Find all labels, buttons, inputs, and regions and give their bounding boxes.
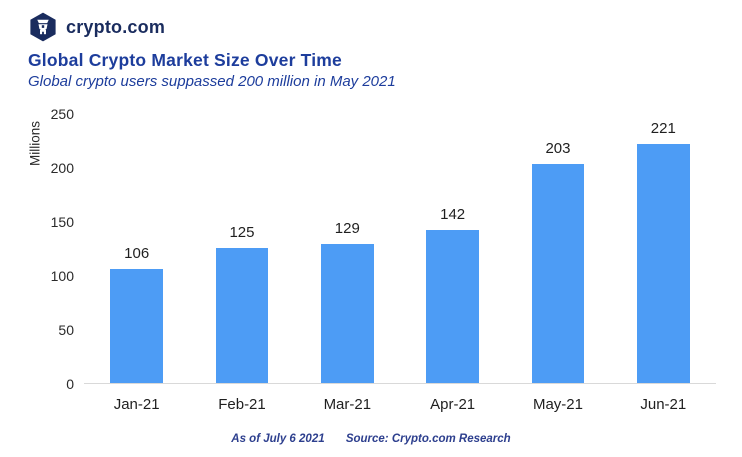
- bar: [110, 268, 163, 383]
- footer-note: As of July 6 2021 Source: Crypto.com Res…: [0, 433, 742, 445]
- bar: [426, 229, 479, 383]
- source-note: Source: Crypto.com Research: [345, 433, 511, 445]
- bar: [320, 243, 374, 383]
- bar-slot: 221: [611, 114, 716, 383]
- x-axis-labels: Jan-21 Feb-21 Mar-21 Apr-21 May-21 Jun-21: [84, 396, 716, 413]
- crypto-com-logo-icon: [30, 12, 56, 42]
- chart-title: Global Crypto Market Size Over Time: [28, 50, 342, 70]
- brand-wordmark: crypto.com: [66, 16, 166, 37]
- x-tick-label: Jan-21: [113, 396, 160, 413]
- bar: [215, 248, 269, 383]
- bar: [531, 163, 585, 383]
- bar-value-label: 125: [229, 224, 255, 241]
- y-axis-label: Millions: [27, 121, 43, 167]
- y-tick-label: 200: [50, 160, 74, 176]
- x-tick-label: Feb-21: [218, 396, 266, 413]
- bar-chart: Millions 0 50 100 150 200 250 106 125 129 142 203…: [28, 106, 716, 413]
- bar-value-label: 221: [650, 120, 676, 138]
- y-axis: Millions 0 50 100 150 200 250: [28, 106, 84, 392]
- y-tick-labels: 0 50 100 150 200 250: [44, 106, 74, 392]
- y-tick-label: 0: [66, 376, 74, 392]
- header: crypto.com: [28, 12, 716, 42]
- plot-area: 106 125 129 142 203 221: [84, 114, 716, 384]
- bar-slot: 129: [295, 114, 400, 383]
- y-tick-label: 100: [50, 268, 74, 284]
- as-of-note: As of July 6 2021: [231, 433, 325, 445]
- bar-slot: 106: [84, 114, 189, 383]
- x-tick-label: Jun-21: [640, 396, 687, 413]
- x-tick-label: Mar-21: [323, 396, 372, 413]
- bar-slot: 142: [400, 114, 505, 383]
- bar-value-label: 142: [440, 205, 466, 223]
- bar-value-label: 106: [124, 244, 150, 262]
- bar-value-label: 203: [545, 139, 571, 157]
- plot-wrap: 106 125 129 142 203 221 Jan-21 Feb-21 Mar-21 Apr…: [84, 114, 716, 413]
- x-tick-label: May-21: [532, 396, 583, 413]
- chart-subtitle: Global crypto users suppassed 200 millio…: [28, 73, 396, 90]
- y-tick-label: 250: [50, 106, 74, 122]
- y-tick-label: 50: [58, 322, 74, 338]
- bar: [636, 144, 690, 383]
- bar-slot: 203: [505, 114, 610, 383]
- bar-slot: 125: [189, 114, 294, 383]
- bar-value-label: 129: [334, 219, 360, 237]
- x-tick-label: Apr-21: [430, 396, 476, 413]
- y-tick-label: 150: [50, 214, 74, 230]
